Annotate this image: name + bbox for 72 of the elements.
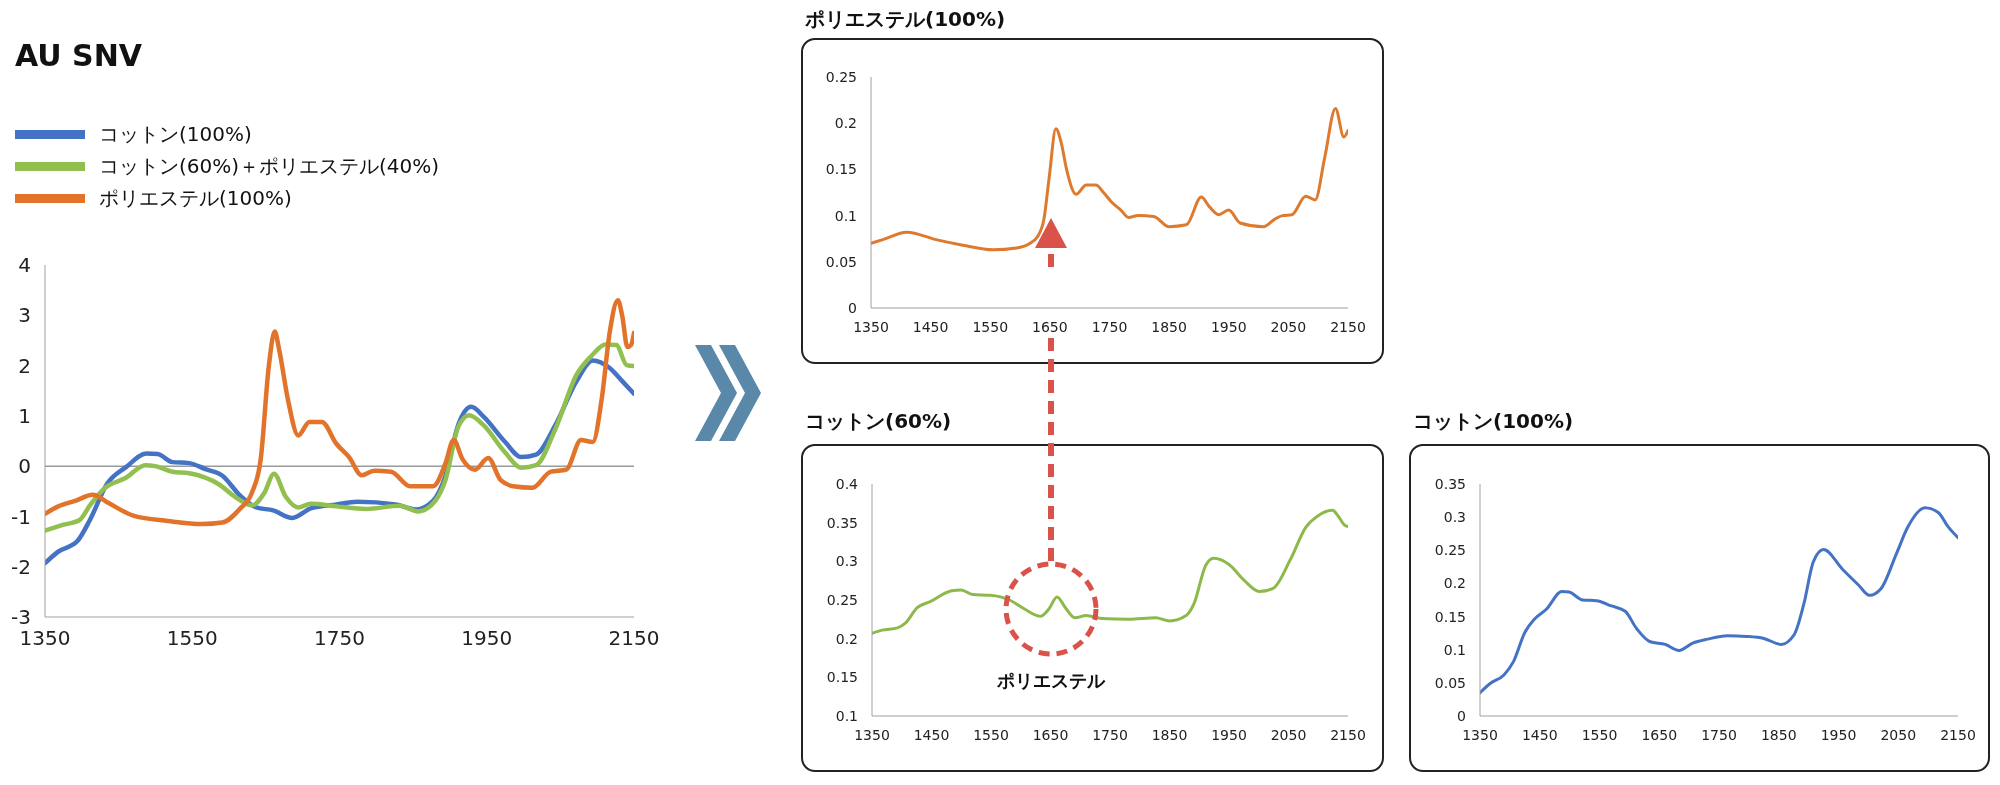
x-tick-label: 1750: [1091, 318, 1128, 335]
y-tick-label: 0.15: [825, 161, 857, 178]
x-tick-label: 2050: [1880, 726, 1917, 743]
x-tick-label: 1950: [1211, 726, 1247, 743]
x-tick-label: 1350: [853, 318, 889, 335]
x-tick-label: 1950: [1820, 726, 1857, 743]
y-tick-label: 0.3: [835, 553, 858, 570]
x-tick-label: 1550: [1581, 726, 1618, 743]
y-tick-label: 0.1: [835, 707, 858, 724]
x-tick-label: 1650: [1032, 726, 1069, 743]
x-tick-label: 1750: [1092, 726, 1128, 743]
x-tick-label: 1450: [913, 726, 950, 743]
y-tick-label: 0.2: [1443, 575, 1466, 592]
y-tick-label: 0: [1457, 707, 1466, 724]
y-tick-label: 0.15: [826, 669, 858, 686]
x-tick-label: 1550: [973, 726, 1009, 743]
y-tick-label: -1: [11, 504, 31, 529]
x-tick-label: 1950: [461, 626, 513, 651]
x-tick-label: 1550: [972, 318, 1009, 335]
y-tick-label: 0: [848, 299, 857, 316]
x-tick-label: 2150: [608, 626, 660, 651]
line-series: [872, 508, 1348, 635]
line-series: [45, 342, 634, 533]
x-tick-label: 1750: [314, 626, 365, 651]
x-tick-label: 1850: [1151, 318, 1187, 335]
legend-label: ポリエステル(100%): [99, 184, 292, 212]
chart-title: コットン(100%): [1413, 408, 1574, 435]
annotation: ポリエステル: [996, 669, 1107, 693]
line-series: [1480, 506, 1958, 695]
y-tick-label: 0.15: [1434, 608, 1466, 625]
y-tick-label: 0.25: [826, 591, 858, 608]
y-tick-label: 0.25: [825, 68, 857, 85]
x-tick-label: 1850: [1151, 726, 1188, 743]
line-series: [45, 297, 634, 527]
y-tick-label: 4: [18, 253, 31, 278]
x-tick-label: 1950: [1210, 318, 1247, 335]
y-tick-label: 0.25: [1434, 542, 1466, 559]
x-tick-label: 1350: [854, 726, 890, 743]
y-tick-label: -2: [11, 554, 31, 579]
chart-title: AU SNV: [15, 38, 143, 73]
chart-title: ポリエステル(100%): [805, 6, 1006, 33]
x-tick-label: 1450: [1521, 726, 1558, 743]
legend-label: コットン(100%): [99, 120, 252, 148]
x-tick-label: 2050: [1270, 318, 1307, 335]
y-tick-label: 3: [18, 303, 31, 328]
x-tick-label: 2150: [1940, 726, 1976, 743]
x-tick-label: 2050: [1270, 726, 1307, 743]
y-tick-label: 0.2: [834, 115, 857, 132]
x-tick-label: 1650: [1032, 318, 1068, 335]
x-tick-label: 1350: [1462, 726, 1498, 743]
x-tick-label: 2150: [1330, 726, 1366, 743]
y-tick-label: 1: [18, 403, 31, 428]
y-tick-label: 0.4: [835, 475, 859, 492]
x-tick-label: 1750: [1701, 726, 1737, 743]
legend-label: コットン(60%)＋ポリエステル(40%): [99, 152, 440, 180]
x-tick-label: 1850: [1760, 726, 1797, 743]
y-tick-label: 0.05: [1434, 674, 1466, 691]
y-tick-label: 0.35: [1434, 475, 1466, 492]
x-tick-label: 2150: [1330, 318, 1366, 335]
y-tick-label: 0.1: [1443, 641, 1466, 658]
y-tick-label: 0.1: [834, 207, 857, 224]
y-tick-label: 0.2: [835, 630, 858, 647]
y-tick-label: 0.3: [1443, 509, 1466, 526]
y-tick-label: 0.05: [825, 253, 857, 270]
x-tick-label: 1650: [1641, 726, 1678, 743]
y-tick-label: 0: [18, 454, 31, 479]
x-tick-label: 1550: [166, 626, 218, 651]
x-tick-label: 1450: [912, 318, 949, 335]
chart-title: コットン(60%): [805, 408, 952, 435]
y-tick-label: 0.35: [826, 514, 858, 531]
line-series: [871, 106, 1348, 252]
y-tick-label: 2: [18, 353, 31, 378]
